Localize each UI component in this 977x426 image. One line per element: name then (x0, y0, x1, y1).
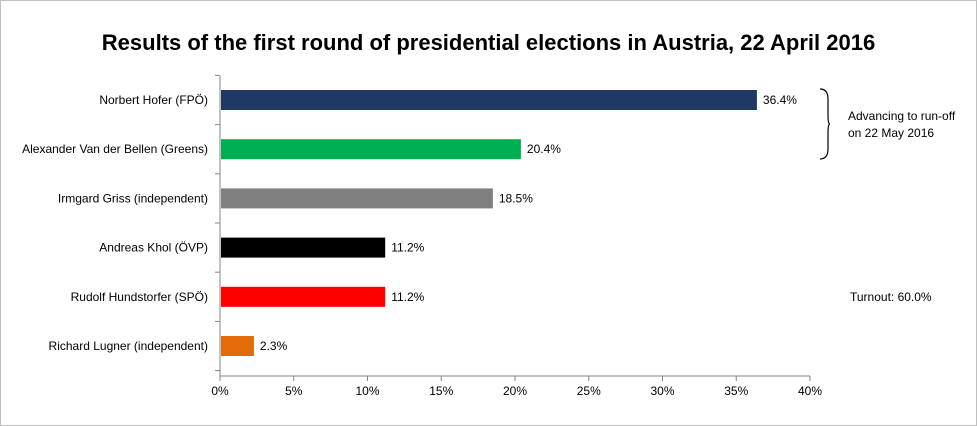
brace-annotation (819, 88, 831, 160)
category-label: Alexander Van der Bellen (Greens) (22, 142, 208, 156)
bar (221, 139, 521, 160)
data-label: 20.4% (527, 142, 561, 156)
category-label: Norbert Hofer (FPÖ) (99, 93, 208, 107)
bar (221, 188, 493, 209)
x-tick-label: 15% (429, 384, 453, 398)
x-tick-label: 25% (577, 384, 601, 398)
annotation-turnout: Turnout: 60.0% (850, 290, 932, 304)
bar (221, 237, 386, 258)
data-label: 2.3% (260, 339, 288, 353)
data-label: 18.5% (499, 191, 533, 205)
data-label: 36.4% (763, 93, 797, 107)
annotation-advancing: Advancing to run-off on 22 May 2016 (848, 109, 956, 140)
category-label: Andreas Khol (ÖVP) (99, 241, 208, 255)
bar (221, 336, 254, 356)
data-label: 11.2% (391, 241, 424, 255)
x-tick-label: 20% (503, 384, 527, 398)
category-label: Richard Lugner (independent) (49, 339, 208, 353)
bar (221, 90, 757, 110)
x-tick-label: 30% (650, 384, 674, 398)
x-tick-label: 5% (285, 384, 303, 398)
x-tick-label: 0% (211, 384, 229, 398)
category-label: Irmgard Griss (independent) (58, 191, 208, 205)
data-label: 11.2% (391, 290, 424, 304)
x-tick-label: 35% (724, 384, 748, 398)
x-tick-label: 10% (355, 384, 379, 398)
bar (221, 286, 386, 307)
x-tick-label: 40% (798, 384, 822, 398)
category-label: Rudolf Hundstorfer (SPÖ) (71, 290, 208, 304)
chart-title: Results of the first round of presidenti… (101, 30, 876, 55)
